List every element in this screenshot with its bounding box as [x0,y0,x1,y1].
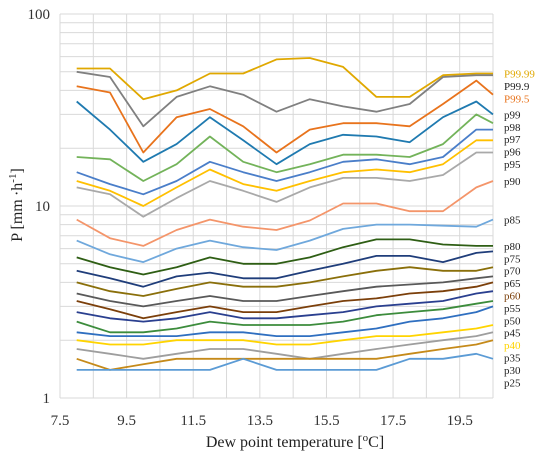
series-label-p75: p75 [504,253,521,265]
x-tick-label: 11.5 [180,413,206,429]
x-axis-title: Dew point temperature [oC] [206,432,384,451]
series-label-p99-99: P99.99 [504,68,535,80]
series-label-p50: p50 [504,315,521,327]
y-tick-label: 1 [43,391,51,407]
series-label-p85: p85 [504,215,521,227]
series-label-p98: p98 [504,122,521,134]
series-line-p97 [76,128,493,196]
series-line-p85 [76,218,494,264]
series-line-p99-9 [76,70,493,128]
series-line-p70 [76,266,494,297]
series-line-p25 [76,352,494,371]
series-line-p45 [76,305,494,338]
series-label-p55: p55 [504,303,521,315]
series-label-p97: p97 [504,134,521,146]
series-label-p45: p45 [504,328,521,340]
y-tick-label: 100 [28,7,51,23]
series-line-p90 [76,180,494,247]
series-line-p60 [76,281,494,320]
x-tick-label: 7.5 [51,413,70,429]
series-line-p96 [76,139,493,207]
x-tick-label: 15.5 [313,413,339,429]
y-tick-label: 10 [35,199,50,215]
series-label-p80: p80 [504,241,521,253]
series-label-p90: p90 [504,176,521,188]
x-tick-label: 19.5 [447,413,473,429]
series-line-p50 [76,300,494,334]
x-tick-label: 17.5 [380,413,406,429]
x-tick-label: 9.5 [117,413,136,429]
series-line-p95 [76,151,493,218]
series-label-p96: p96 [504,147,521,159]
x-tick-label: 13.5 [247,413,273,429]
grid [59,13,494,399]
series-line-p99-99 [76,57,493,101]
series-label-p30: p30 [504,365,521,377]
series-label-p99-5: P99.5 [504,93,530,105]
series-line-p99-5 [76,79,494,154]
series-lines [76,57,494,371]
series-label-p70: p70 [504,266,521,278]
series-label-p95: p95 [504,159,521,171]
series-label-p35: p35 [504,352,521,364]
series-label-p40: p40 [504,340,521,352]
series-line-p99 [76,100,494,166]
series-label-p99-9: P99.9 [504,81,530,93]
series-line-p98 [76,113,494,182]
series-line-p75 [76,250,494,288]
series-line-p55 [76,290,494,323]
series-line-p80 [76,238,493,276]
series-line-p35 [76,331,494,360]
series-line-p30 [76,339,494,371]
y-axis-ticks: 1 10 100 [28,7,51,407]
series-label-p65: p65 [504,278,521,290]
series-label-p25: p25 [504,377,521,389]
series-line-p65 [76,275,494,308]
y-axis-title: P [mm ·h-1] [7,168,26,242]
series-label-p60: p60 [504,290,521,302]
x-axis-ticks: 7.5 9.5 11.5 13.5 15.5 17.5 19.5 [51,413,473,429]
series-label-p99: p99 [504,109,521,121]
series-line-p40 [76,324,494,346]
